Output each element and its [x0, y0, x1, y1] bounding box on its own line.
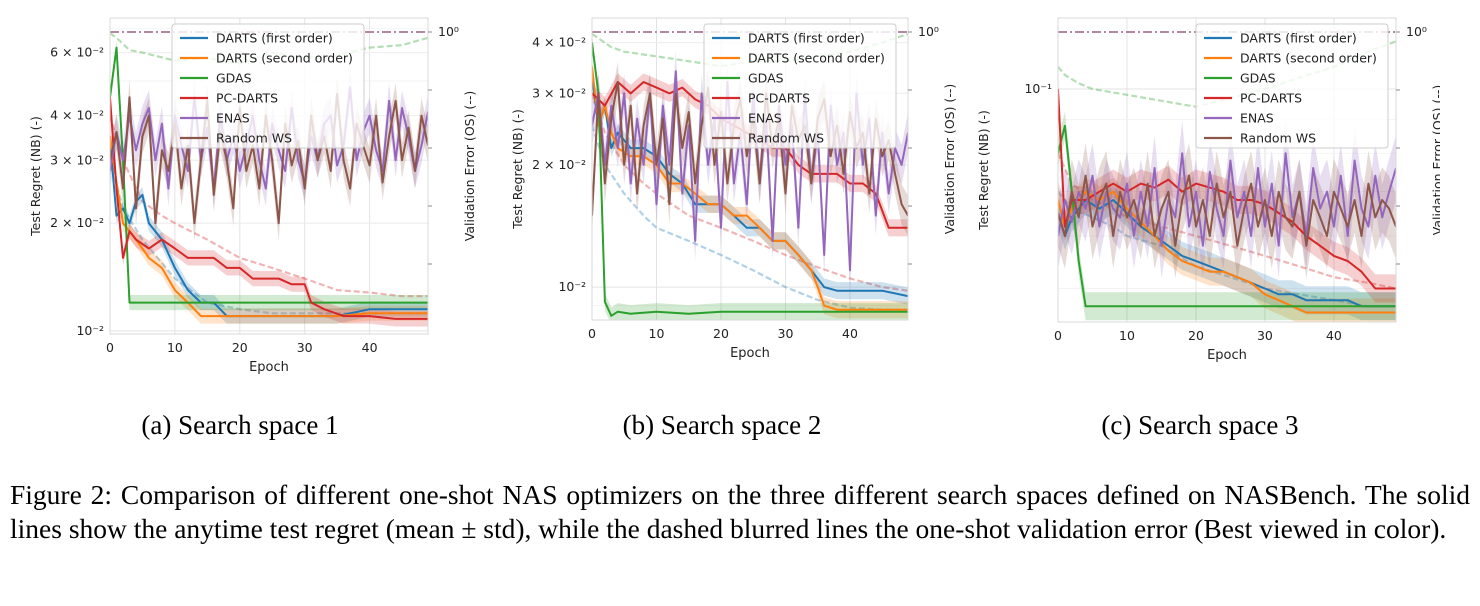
x-tick-label: 40 — [362, 340, 378, 355]
legend-label-randomws: Random WS — [748, 131, 824, 146]
validation-curve-darts1 — [592, 125, 908, 311]
x-tick-label: 0 — [588, 326, 596, 341]
legend-frame — [171, 23, 365, 149]
x-tick-label: 20 — [232, 340, 248, 355]
legend: DARTS (first order) DARTS (second order) G… — [1195, 23, 1389, 149]
x-tick-label: 0 — [106, 340, 114, 355]
chart-a-svg: 0 10 20 30 40 Epoch 10⁻² 2 × 10⁻² 3 × 10⁻² 4 × 10… — [28, 17, 477, 375]
legend-label-enas: ENAS — [216, 111, 250, 126]
legend-label-randomws: Random WS — [1240, 131, 1316, 146]
x-axis-label: Epoch — [730, 346, 770, 361]
y-axis-label: Test Regret (NB) (-) — [28, 116, 43, 237]
x-axis-label: Epoch — [249, 360, 289, 375]
x-tick-label: 40 — [1326, 328, 1342, 343]
series-line-gdas — [1058, 124, 1396, 308]
series-line-pcdarts — [110, 97, 428, 320]
legend-label-darts2: DARTS (second order) — [216, 51, 353, 66]
y2-tick-label: 10⁰ — [1406, 24, 1427, 39]
chart-panel-b: 0 10 20 30 40 Epoch 10⁻² 2 × 10⁻² 3 × 10⁻² 4 × 10… — [482, 0, 962, 460]
legend-frame — [1195, 23, 1389, 149]
y-axis-label: Test Regret (NB) (-) — [976, 110, 991, 231]
x-tick-label: 30 — [297, 340, 313, 355]
y-tick-label: 4 × 10⁻² — [532, 35, 586, 50]
series-line-darts2 — [1058, 190, 1396, 314]
y2-axis-label: Validation Error (OS) (--) — [1430, 85, 1440, 235]
x-tick-label: 40 — [842, 326, 858, 341]
plot-frame — [591, 17, 909, 321]
legend-label-enas: ENAS — [1240, 111, 1274, 126]
subcaption-c: (c) Search space 3 — [1101, 410, 1299, 440]
y-tick-label: 2 × 10⁻² — [532, 157, 586, 172]
legend-label-gdas: GDAS — [1240, 71, 1276, 86]
std-band-randomws — [1058, 143, 1396, 279]
y-tick-label: 3 × 10⁻² — [532, 85, 586, 100]
legend-label-darts1: DARTS (first order) — [748, 31, 865, 46]
std-band-randomws — [110, 76, 428, 241]
legend-label-darts2: DARTS (second order) — [1240, 51, 1377, 66]
chart-c-svg: 0 10 20 30 40 Epoch 10⁻¹ Test Regret (NB) (-) 10… — [976, 17, 1440, 363]
subcaption-b: (b) Search space 2 — [622, 410, 822, 440]
x-tick-label: 10 — [649, 326, 665, 341]
figure-caption: Figure 2: Comparison of different one-sh… — [10, 479, 1470, 544]
x-tick-label: 20 — [1188, 328, 1204, 343]
y2-tick-label: 10⁰ — [438, 24, 459, 39]
series-line-darts1 — [1058, 199, 1396, 308]
legend-label-pcdarts: PC-DARTS — [748, 91, 810, 106]
legend: DARTS (first order) DARTS (second order) G… — [171, 23, 365, 149]
y-tick-label: 6 × 10⁻² — [50, 45, 104, 60]
legend-label-randomws: Random WS — [216, 131, 292, 146]
legend-frame — [703, 23, 897, 149]
y-tick-label: 10⁻¹ — [1024, 81, 1052, 96]
x-tick-label: 10 — [1119, 328, 1135, 343]
y2-tick-label: 10⁰ — [918, 24, 939, 39]
series-line-gdas — [592, 42, 908, 317]
plot-area — [1058, 31, 1396, 322]
subcaption-a: (a) Search space 1 — [141, 410, 339, 440]
y-tick-label: 4 × 10⁻² — [50, 108, 104, 123]
validation-curve-pcdarts — [110, 115, 428, 298]
y-tick-label: 3 × 10⁻² — [50, 152, 104, 167]
legend-label-darts1: DARTS (first order) — [1240, 31, 1357, 46]
series-line-randomws — [1058, 174, 1396, 247]
legend-label-pcdarts: PC-DARTS — [216, 91, 278, 106]
plot-frame — [1057, 17, 1397, 323]
series-line-enas — [110, 86, 428, 190]
x-tick-label: 30 — [1257, 328, 1273, 343]
series-line-enas — [1058, 152, 1396, 247]
series-line-gdas — [110, 46, 428, 304]
y-tick-label: 2 × 10⁻² — [50, 215, 104, 230]
legend-label-enas: ENAS — [748, 111, 782, 126]
chart-b-svg: 0 10 20 30 40 Epoch 10⁻² 2 × 10⁻² 3 × 10⁻² 4 × 10… — [510, 17, 957, 361]
plot-area — [592, 31, 908, 320]
legend-label-darts2: DARTS (second order) — [748, 51, 885, 66]
y2-axis-label: Validation Error (OS) (--) — [942, 84, 957, 234]
validation-curve-pcdarts — [1058, 152, 1396, 290]
legend: DARTS (first order) DARTS (second order) G… — [703, 23, 897, 149]
std-band-darts1 — [110, 133, 428, 324]
x-axis-label: Epoch — [1207, 348, 1247, 363]
y-tick-label: 10⁻² — [76, 323, 104, 338]
legend-label-pcdarts: PC-DARTS — [1240, 91, 1302, 106]
std-band-pcdarts — [592, 73, 908, 237]
series-line-darts2 — [592, 66, 908, 311]
x-tick-label: 0 — [1054, 328, 1062, 343]
std-band-gdas — [1058, 111, 1396, 321]
legend-label-gdas: GDAS — [748, 71, 784, 86]
x-tick-label: 20 — [713, 326, 729, 341]
x-tick-label: 10 — [167, 340, 183, 355]
legend-label-darts1: DARTS (first order) — [216, 31, 333, 46]
x-tick-label: 30 — [778, 326, 794, 341]
y-tick-label: 10⁻² — [558, 279, 586, 294]
y-axis-label: Test Regret (NB) (-) — [510, 109, 525, 230]
plot-frame — [109, 17, 429, 335]
legend-label-gdas: GDAS — [216, 71, 252, 86]
validation-curve-pcdarts — [592, 93, 908, 292]
chart-panel-a: 0 10 20 30 40 Epoch 10⁻² 2 × 10⁻² 3 × 10⁻² 4 × 10… — [0, 0, 480, 460]
chart-panel-c: 0 10 20 30 40 Epoch 10⁻¹ Test Regret (NB) (-) 10… — [960, 0, 1440, 460]
y2-axis-label: Validation Error (OS) (--) — [462, 91, 477, 241]
